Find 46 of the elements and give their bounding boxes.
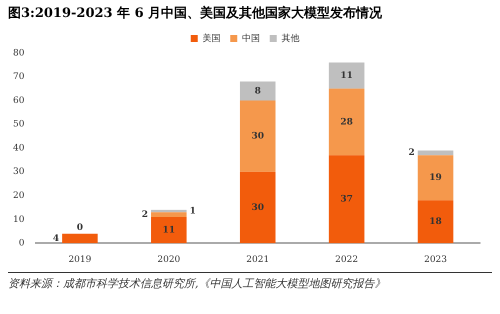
data-label: 11 xyxy=(340,70,353,81)
bar xyxy=(328,88,364,156)
data-label: 11 xyxy=(162,225,176,236)
bar xyxy=(151,212,187,218)
bar xyxy=(62,234,98,244)
chart-title: 图3:2019-2023 年 6 月中国、美国及其他国家大模型发布情况 xyxy=(7,4,384,23)
y-tick-label: 10 xyxy=(13,214,25,225)
text: 资料来源：成都市科学技术信息研究所,《中国人工智能大模型地图研究报告》 xyxy=(8,272,492,292)
bar xyxy=(418,155,454,200)
data-label: 30 xyxy=(251,132,264,142)
y-tick-label: 80 xyxy=(13,48,25,58)
data-label: 28 xyxy=(340,117,353,128)
bar xyxy=(240,100,276,172)
data-label: 1 xyxy=(190,206,196,216)
y-tick-label: 20 xyxy=(13,190,25,201)
y-tick-label: 70 xyxy=(13,72,25,82)
bar xyxy=(151,217,187,244)
y-tick-label: 40 xyxy=(13,143,25,154)
x-tick-label: 2021 xyxy=(246,254,270,265)
bar xyxy=(418,150,454,156)
y-tick-label: 50 xyxy=(13,120,25,130)
legend-label: 美国 xyxy=(202,32,220,44)
x-tick-label: 2023 xyxy=(424,254,448,265)
bar xyxy=(328,62,364,89)
data-label: 30 xyxy=(251,202,264,213)
data-label: 8 xyxy=(254,86,261,96)
y-tick-label: 0 xyxy=(18,238,25,249)
data-label: 4 xyxy=(52,234,60,244)
bar xyxy=(240,172,276,244)
data-label: 2 xyxy=(142,210,148,220)
data-label: 2 xyxy=(408,148,415,158)
bar xyxy=(240,82,276,101)
x-tick-label: 2019 xyxy=(68,254,92,265)
data-label: 0 xyxy=(76,223,84,234)
y-tick-label: 30 xyxy=(13,167,25,178)
x-tick-label: 2020 xyxy=(157,254,181,265)
y-tick-label: 60 xyxy=(13,96,25,106)
bar xyxy=(151,210,187,212)
bar xyxy=(418,200,454,244)
bar xyxy=(328,155,364,244)
data-label: 18 xyxy=(429,217,442,228)
legend-label: 中国 xyxy=(242,32,260,44)
x-tick-label: 2022 xyxy=(335,254,358,265)
data-label: 37 xyxy=(340,194,353,205)
legend-label: 其他 xyxy=(281,32,300,44)
data-label: 19 xyxy=(429,173,442,184)
